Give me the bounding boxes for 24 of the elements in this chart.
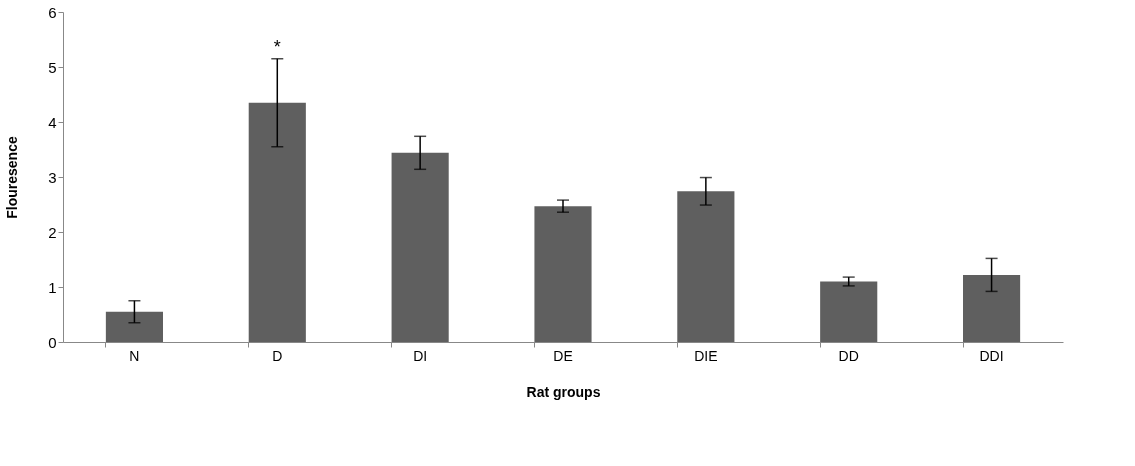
bar: [391, 152, 449, 342]
y-tick-label: 3: [48, 168, 57, 186]
y-tick-label: 1: [48, 278, 57, 296]
x-tick-label: DD: [838, 347, 859, 364]
x-tick-label: DIE: [694, 347, 718, 364]
x-tick-label: N: [129, 347, 140, 364]
bar: [820, 281, 878, 342]
x-axis-title: Rat groups: [526, 383, 601, 400]
x-tick-label: D: [272, 347, 283, 364]
x-tick-label: DI: [413, 347, 428, 364]
bar: [248, 102, 306, 342]
y-tick-label: 4: [48, 113, 57, 131]
y-tick-label: 2: [48, 223, 57, 241]
bar: [963, 274, 1021, 342]
y-tick-label: 6: [48, 3, 57, 21]
annotation: *: [273, 36, 281, 57]
y-tick-label: 0: [48, 333, 57, 351]
y-axis-title: Flouresence: [4, 136, 21, 219]
x-tick-label: DDI: [979, 347, 1004, 364]
bar: [105, 311, 163, 342]
bar: [677, 191, 735, 342]
y-tick-label: 5: [48, 58, 57, 76]
x-tick-label: DE: [553, 347, 573, 364]
bar: [534, 206, 592, 342]
